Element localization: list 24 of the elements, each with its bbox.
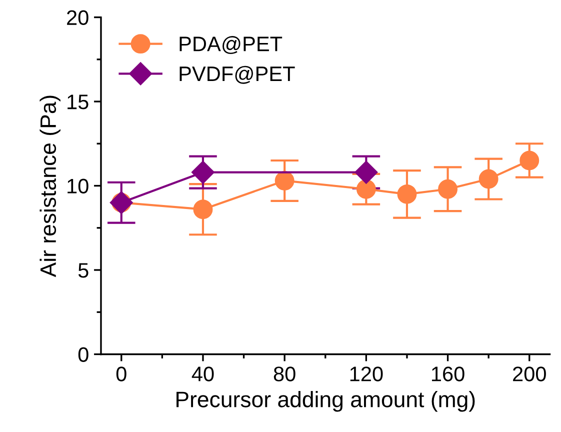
point xyxy=(478,169,498,189)
y-tick-label: 5 xyxy=(78,263,88,278)
point xyxy=(274,170,294,190)
x-tick-label: 120 xyxy=(350,366,383,382)
y-tick-label: 20 xyxy=(67,10,88,26)
y-tick-label: 15 xyxy=(68,94,88,110)
point xyxy=(397,184,417,204)
y-tick-label: 10 xyxy=(68,178,88,194)
point xyxy=(191,160,214,184)
point xyxy=(193,200,213,220)
x-tick-label: 200 xyxy=(513,366,546,382)
point xyxy=(356,179,376,199)
y-tick-label: 0 xyxy=(78,347,88,362)
legend-label: PDA@PET xyxy=(180,36,282,54)
y-axis-title: Air resistance (Pa) xyxy=(40,96,60,278)
x-tick-label: 80 xyxy=(274,366,296,382)
x-axis-title: Precursor adding amount (mg) xyxy=(176,391,475,412)
point xyxy=(438,179,458,199)
point xyxy=(520,150,540,170)
point xyxy=(354,160,378,184)
legend-label: PVDF@PET xyxy=(180,66,295,84)
x-tick-label: 40 xyxy=(192,366,214,382)
x-tick-label: 0 xyxy=(116,366,126,382)
x-tick-label: 160 xyxy=(432,366,464,382)
